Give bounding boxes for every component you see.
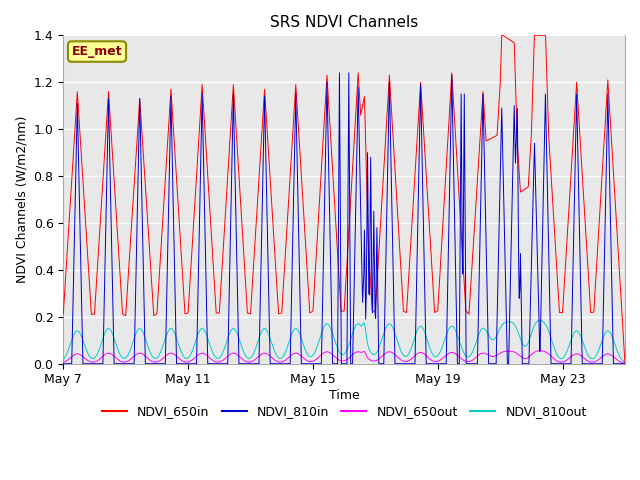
Y-axis label: NDVI Channels (W/m2/nm): NDVI Channels (W/m2/nm) [15,116,28,283]
Legend: NDVI_650in, NDVI_810in, NDVI_650out, NDVI_810out: NDVI_650in, NDVI_810in, NDVI_650out, NDV… [97,400,591,423]
Title: SRS NDVI Channels: SRS NDVI Channels [270,15,419,30]
X-axis label: Time: Time [329,389,360,402]
Text: EE_met: EE_met [72,45,122,58]
